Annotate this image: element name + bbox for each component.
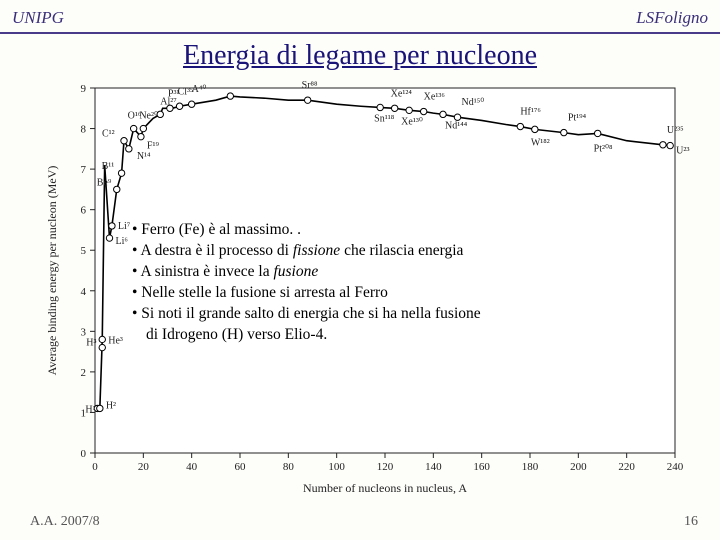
svg-text:0: 0 (81, 448, 87, 460)
svg-text:H³: H³ (86, 338, 96, 349)
svg-text:60: 60 (235, 461, 247, 473)
svg-text:Nd¹⁵⁰: Nd¹⁵⁰ (462, 97, 485, 108)
svg-text:A⁴⁰: A⁴⁰ (192, 84, 207, 95)
header-left: UNIPG (12, 8, 64, 28)
svg-text:40: 40 (186, 461, 198, 473)
svg-text:Sn¹¹⁸: Sn¹¹⁸ (374, 113, 395, 124)
svg-text:U²³⁵: U²³⁵ (667, 125, 684, 136)
svg-text:C¹²: C¹² (102, 129, 115, 140)
svg-text:N¹⁴: N¹⁴ (137, 151, 151, 162)
svg-text:160: 160 (473, 461, 490, 473)
svg-text:120: 120 (377, 461, 394, 473)
svg-text:140: 140 (425, 461, 442, 473)
svg-text:9: 9 (81, 83, 87, 95)
svg-text:Xe¹³⁶: Xe¹³⁶ (424, 92, 446, 103)
bullet-3: • A sinistra è invece la fusione (132, 262, 632, 283)
svg-text:W¹⁸²: W¹⁸² (531, 137, 550, 148)
svg-text:Nd¹⁴⁴: Nd¹⁴⁴ (445, 120, 468, 131)
svg-text:7: 7 (81, 164, 87, 176)
svg-text:Li⁶: Li⁶ (116, 236, 129, 247)
bullet-5b: di Idrogeno (H) verso Elio-4. (132, 325, 632, 346)
bullet-5a: • Si noti il grande salto di energia che… (132, 304, 632, 325)
svg-text:Li⁷: Li⁷ (118, 221, 131, 232)
header-right: LSFoligno (636, 8, 708, 28)
svg-text:0: 0 (92, 461, 98, 473)
bullet-2b: che rilascia energia (340, 242, 463, 259)
svg-text:20: 20 (138, 461, 150, 473)
svg-text:He³: He³ (108, 335, 123, 346)
svg-text:220: 220 (618, 461, 635, 473)
svg-text:Hf¹⁷⁶: Hf¹⁷⁶ (520, 107, 541, 118)
svg-text:F¹⁹: F¹⁹ (147, 141, 160, 152)
footer-left: A.A. 2007/8 (30, 514, 100, 530)
svg-text:5: 5 (81, 245, 87, 257)
svg-text:3: 3 (81, 326, 87, 338)
svg-text:B¹¹: B¹¹ (102, 161, 115, 172)
svg-text:Pt²⁰⁸: Pt²⁰⁸ (594, 143, 613, 154)
svg-text:180: 180 (522, 461, 539, 473)
svg-text:H²: H² (106, 400, 116, 411)
svg-text:H¹: H¹ (85, 404, 95, 415)
svg-text:Ne²⁰: Ne²⁰ (139, 111, 158, 122)
svg-text:U²³⁸: U²³⁸ (676, 146, 690, 157)
bullet-list: • Ferro (Fe) è al massimo. . • A destra … (132, 220, 632, 346)
svg-text:Be⁹: Be⁹ (97, 177, 112, 188)
bullet-1: • Ferro (Fe) è al massimo. . (132, 220, 632, 241)
svg-text:8: 8 (81, 124, 87, 136)
svg-text:Pt¹⁹⁴: Pt¹⁹⁴ (568, 113, 587, 124)
slide-title: Energia di legame per nucleone (0, 40, 720, 72)
svg-text:Xe¹³⁰: Xe¹³⁰ (401, 116, 423, 127)
bullet-4: • Nelle stelle la fusione si arresta al … (132, 283, 632, 304)
slide: UNIPG LSFoligno Energia di legame per nu… (0, 0, 720, 540)
svg-text:200: 200 (570, 461, 587, 473)
page-number: 16 (684, 514, 698, 530)
svg-text:6: 6 (81, 205, 87, 217)
bullet-2a: • A destra è il processo di (132, 242, 293, 259)
svg-text:Xe¹²⁴: Xe¹²⁴ (391, 88, 413, 99)
svg-text:Number of nucleons in nucleus,: Number of nucleons in nucleus, A (303, 481, 467, 495)
header: UNIPG LSFoligno (0, 0, 720, 36)
header-rule (0, 32, 720, 34)
svg-text:Sr⁸⁸: Sr⁸⁸ (302, 80, 318, 91)
bullet-2: • A destra è il processo di fissione che… (132, 241, 632, 262)
svg-text:4: 4 (81, 286, 87, 298)
svg-text:240: 240 (667, 461, 684, 473)
bullet-2i: fissione (293, 242, 340, 259)
svg-text:2: 2 (81, 367, 87, 379)
svg-text:80: 80 (283, 461, 295, 473)
bullet-3i: fusione (273, 263, 318, 280)
svg-text:100: 100 (328, 461, 345, 473)
svg-text:Average binding energy per nuc: Average binding energy per nucleon (MeV) (45, 166, 59, 376)
bullet-3a: • A sinistra è invece la (132, 263, 273, 280)
